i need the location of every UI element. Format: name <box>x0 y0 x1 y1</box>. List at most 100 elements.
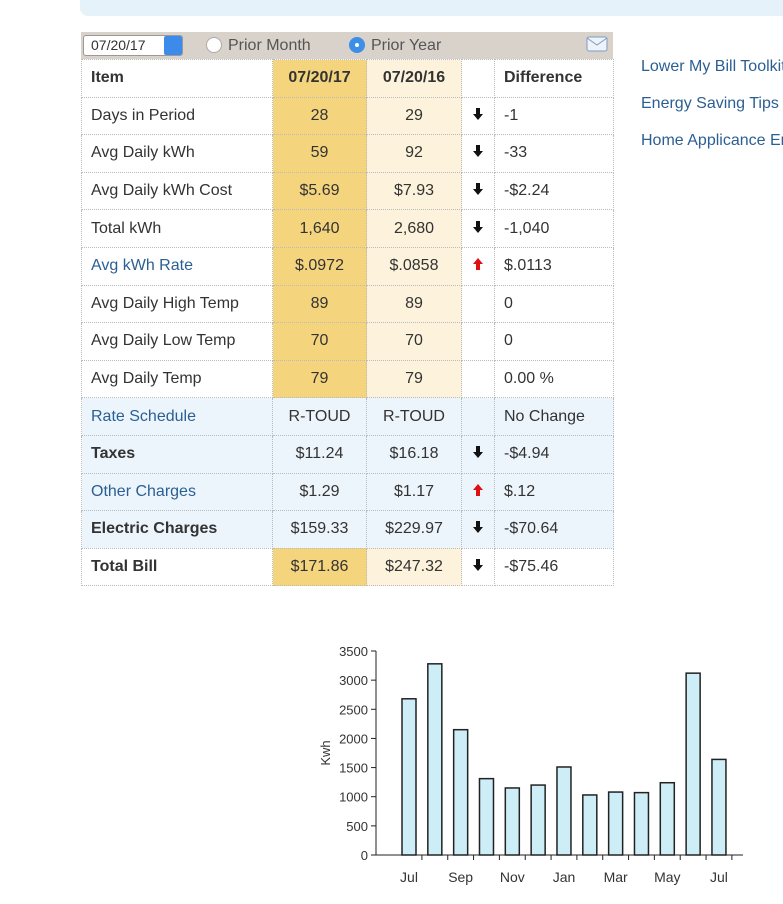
difference-cell: $.12 <box>494 472 614 512</box>
current-cell: $.0972 <box>272 246 367 286</box>
item-cell[interactable]: Rate Schedule <box>81 397 273 436</box>
prior-cell: $229.97 <box>366 510 462 549</box>
trend-arrow <box>473 107 483 120</box>
y-tick-label: 2000 <box>339 731 368 746</box>
prior-cell: $16.18 <box>366 434 462 474</box>
trend-arrow <box>473 483 483 496</box>
trend-arrow <box>473 183 483 196</box>
arrow-shape <box>473 145 483 158</box>
header-cell: 07/20/17 <box>272 59 367 98</box>
trend-cell <box>461 510 495 549</box>
difference-cell: -$70.64 <box>494 510 614 549</box>
radio-option[interactable]: Prior Year <box>349 36 442 56</box>
difference-cell: 0 <box>494 284 614 324</box>
controls: 07/20/17 Prior Month Prior Year <box>81 32 613 59</box>
bar <box>530 784 546 856</box>
y-axis-label: Kwh <box>318 740 333 765</box>
trend-arrow <box>473 258 483 271</box>
prior-cell: 2,680 <box>366 209 462 248</box>
side-link[interactable]: Lower My Bill Toolkit <box>641 58 783 75</box>
item-cell: Days in Period <box>81 96 273 136</box>
trend-arrow <box>473 521 483 534</box>
current-cell: 70 <box>272 322 367 361</box>
item-cell: Avg Daily Low Temp <box>81 322 273 361</box>
difference-cell: $.0113 <box>494 246 614 286</box>
arrow-shape <box>473 521 483 534</box>
x-tick-label: Jul <box>400 869 418 885</box>
chevron <box>164 36 182 55</box>
bar <box>633 791 650 856</box>
side-links: Lower My Bill Toolkit Energy Saving Tips H… <box>641 58 783 169</box>
x-tick-label: May <box>654 869 680 885</box>
x-tick-label: Jul <box>710 869 728 885</box>
prior-cell: 89 <box>366 284 462 324</box>
bar <box>504 787 521 856</box>
prior-cell: R-TOUD <box>366 397 462 436</box>
arrow-shape <box>473 107 483 120</box>
table-row: Total kWh 1,640 2,680 -1,040 <box>81 209 614 248</box>
prior-cell: 92 <box>366 134 462 173</box>
trend-cell <box>461 547 495 587</box>
bar <box>685 672 701 856</box>
arrow-shape <box>473 220 483 233</box>
radio-dot <box>206 37 222 53</box>
email-icon[interactable] <box>586 34 608 52</box>
arrow-shape <box>473 258 483 271</box>
side-link[interactable]: Energy Saving Tips <box>641 95 779 112</box>
date-select[interactable]: 07/20/17 <box>83 35 183 56</box>
radio-option[interactable]: Prior Month <box>206 36 311 56</box>
item-cell: Avg Daily kWh Cost <box>81 171 273 211</box>
x-tick-label: Sep <box>448 869 473 885</box>
header-row: Item 07/20/17 07/20/16 Difference <box>81 59 614 98</box>
y-tick-label: 2500 <box>339 702 368 717</box>
item-cell[interactable]: Avg kWh Rate <box>81 246 273 286</box>
bar <box>582 794 598 856</box>
table-row: Days in Period 28 29 -1 <box>81 96 614 136</box>
table-row: Electric Charges $159.33 $229.97 -$70.64 <box>81 510 614 549</box>
y-tick-label: 3500 <box>339 644 368 659</box>
prior-cell: 29 <box>366 96 462 136</box>
difference-cell: -$4.94 <box>494 434 614 474</box>
prior-cell: $1.17 <box>366 472 462 512</box>
trend-cell <box>461 472 495 512</box>
arrow-shape <box>473 183 483 196</box>
radio-label: Prior Year <box>371 37 442 54</box>
difference-cell: -1,040 <box>494 209 614 248</box>
difference-cell: -1 <box>494 96 614 136</box>
bar <box>452 728 469 856</box>
table-row: Other Charges $1.29 $1.17 $.12 <box>81 472 614 512</box>
bar <box>401 698 417 856</box>
bar <box>659 781 676 856</box>
y-tick-label: 500 <box>346 819 368 834</box>
current-cell: 59 <box>272 134 367 173</box>
item-cell: Avg Daily Temp <box>81 359 273 399</box>
top-bar <box>80 0 783 16</box>
table-row: Avg Daily kWh Cost $5.69 $7.93 -$2.24 <box>81 171 614 211</box>
bar <box>607 791 624 856</box>
table-row: Avg Daily High Temp 89 89 0 <box>81 284 614 324</box>
difference-cell: -$75.46 <box>494 547 614 587</box>
trend-arrow <box>473 446 483 459</box>
current-cell: 89 <box>272 284 367 324</box>
y-tick-label: 1000 <box>339 790 368 805</box>
item-cell: Avg Daily High Temp <box>81 284 273 324</box>
current-cell: $1.29 <box>272 472 367 512</box>
difference-cell: -$2.24 <box>494 171 614 211</box>
side-link[interactable]: Home Applicance En <box>641 132 783 149</box>
difference-cell: No Change <box>494 397 614 436</box>
table-row: Avg Daily Low Temp 70 70 0 <box>81 322 614 361</box>
trend-cell <box>461 134 495 173</box>
item-cell[interactable]: Other Charges <box>81 472 273 512</box>
bar <box>427 663 443 856</box>
y-tick-label: 3000 <box>339 673 368 688</box>
table-row: Taxes $11.24 $16.18 -$4.94 <box>81 434 614 474</box>
comparison-table: Item 07/20/17 07/20/16 Difference Days in Pe… <box>81 59 614 587</box>
bar <box>556 766 572 856</box>
difference-cell: 0.00 % <box>494 359 614 399</box>
radio-label: Prior Month <box>228 37 311 54</box>
y-tick-label: 1500 <box>339 761 368 776</box>
trend-arrow <box>473 145 483 158</box>
prior-cell: $.0858 <box>366 246 462 286</box>
